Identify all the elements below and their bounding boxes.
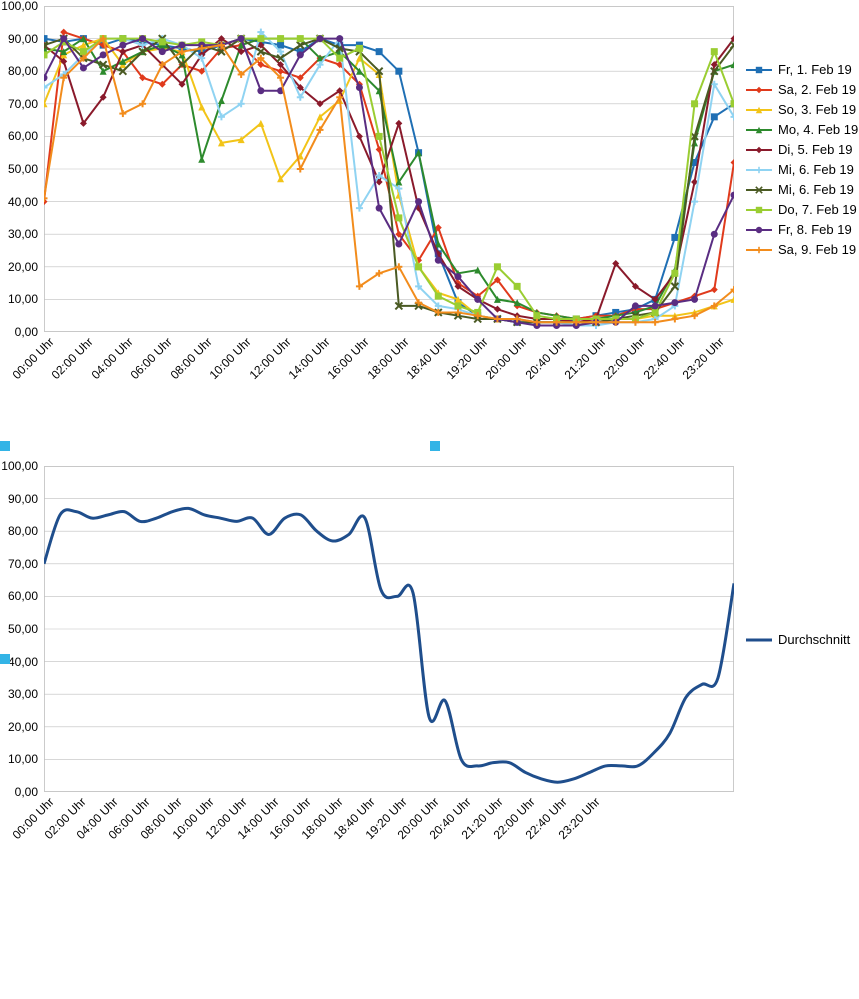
legend-swatch (746, 64, 772, 76)
legend-swatch (746, 634, 772, 646)
legend-label: Do, 7. Feb 19 (778, 200, 857, 220)
legend-label: Di, 5. Feb 19 (778, 140, 852, 160)
x-tick-label: 12:00 Uhr (243, 332, 293, 382)
legend-label: Sa, 9. Feb 19 (778, 240, 856, 260)
x-tick-label: 22:40 Uhr (638, 332, 688, 382)
legend-label: Durchschnitt (778, 630, 850, 650)
legend-item: Di, 5. Feb 19 (746, 140, 858, 160)
x-tick-label: 23:20 Uhr (677, 332, 727, 382)
legend-label: Sa, 2. Feb 19 (778, 80, 856, 100)
x-tick-label: 02:00 Uhr (46, 332, 96, 382)
y-tick-label: 80,00 (8, 524, 44, 538)
decorative-marker (0, 654, 10, 664)
y-tick-label: 70,00 (8, 97, 44, 111)
x-tick-label: 14:00 Uhr (283, 332, 333, 382)
legend-item: Mi, 6. Feb 19 (746, 160, 858, 180)
y-tick-label: 90,00 (8, 32, 44, 46)
legend-item: Sa, 9. Feb 19 (746, 240, 858, 260)
legend-label: Mi, 6. Feb 19 (778, 180, 854, 200)
x-tick-label: 06:00 Uhr (125, 332, 175, 382)
x-tick-label: 21:20 Uhr (559, 332, 609, 382)
legend-item: Do, 7. Feb 19 (746, 200, 858, 220)
y-tick-label: 90,00 (8, 492, 44, 506)
legend-swatch (746, 244, 772, 256)
x-tick-label: 10:00 Uhr (204, 332, 254, 382)
y-tick-label: 70,00 (8, 557, 44, 571)
y-tick-label: 10,00 (8, 752, 44, 766)
x-tick-label: 20:00 Uhr (480, 332, 530, 382)
y-tick-label: 50,00 (8, 622, 44, 636)
x-tick-label: 00:00 Uhr (7, 332, 57, 382)
x-tick-label: 19:20 Uhr (440, 332, 490, 382)
decorative-marker (430, 441, 440, 451)
legend-item: Fr, 8. Feb 19 (746, 220, 858, 240)
average-line-chart: 0,0010,0020,0030,0040,0050,0060,0070,008… (44, 466, 734, 792)
y-tick-label: 10,00 (8, 292, 44, 306)
legend-item: Fr, 1. Feb 19 (746, 60, 858, 80)
y-tick-label: 50,00 (8, 162, 44, 176)
legend-top: Fr, 1. Feb 19Sa, 2. Feb 19So, 3. Feb 19M… (746, 60, 858, 260)
y-tick-label: 30,00 (8, 227, 44, 241)
y-tick-label: 60,00 (8, 129, 44, 143)
legend-item: So, 3. Feb 19 (746, 100, 858, 120)
y-tick-label: 40,00 (8, 195, 44, 209)
decorative-marker (0, 441, 10, 451)
legend-swatch (746, 124, 772, 136)
legend-label: Fr, 1. Feb 19 (778, 60, 852, 80)
legend-swatch (746, 224, 772, 236)
legend-item: Mi, 6. Feb 19 (746, 180, 858, 200)
y-tick-label: 60,00 (8, 589, 44, 603)
x-tick-label: 16:00 Uhr (322, 332, 372, 382)
legend-label: Fr, 8. Feb 19 (778, 220, 852, 240)
legend-swatch (746, 164, 772, 176)
y-tick-label: 100,00 (1, 459, 44, 473)
legend-label: Mo, 4. Feb 19 (778, 120, 858, 140)
legend-swatch (746, 184, 772, 196)
legend-swatch (746, 204, 772, 216)
y-tick-label: 80,00 (8, 64, 44, 78)
legend-item: Durchschnitt (746, 630, 850, 650)
legend-swatch (746, 84, 772, 96)
legend-label: Mi, 6. Feb 19 (778, 160, 854, 180)
y-tick-label: 100,00 (1, 0, 44, 13)
legend-item: Mo, 4. Feb 19 (746, 120, 858, 140)
legend-item: Sa, 2. Feb 19 (746, 80, 858, 100)
y-tick-label: 30,00 (8, 687, 44, 701)
y-tick-label: 40,00 (8, 655, 44, 669)
x-tick-label: 18:40 Uhr (401, 332, 451, 382)
x-tick-label: 08:00 Uhr (164, 332, 214, 382)
legend-swatch (746, 144, 772, 156)
y-tick-label: 20,00 (8, 720, 44, 734)
legend-label: So, 3. Feb 19 (778, 100, 856, 120)
x-tick-label: 22:00 Uhr (598, 332, 648, 382)
y-tick-label: 20,00 (8, 260, 44, 274)
x-tick-label: 18:00 Uhr (362, 332, 412, 382)
legend-bottom: Durchschnitt (746, 630, 850, 650)
multi-series-line-chart: 0,0010,0020,0030,0040,0050,0060,0070,008… (44, 6, 734, 332)
x-tick-label: 20:40 Uhr (519, 332, 569, 382)
page: { "layout":{ "top_chart":{"x":44,"y":6,"… (0, 0, 859, 999)
x-tick-label: 04:00 Uhr (86, 332, 136, 382)
legend-swatch (746, 104, 772, 116)
